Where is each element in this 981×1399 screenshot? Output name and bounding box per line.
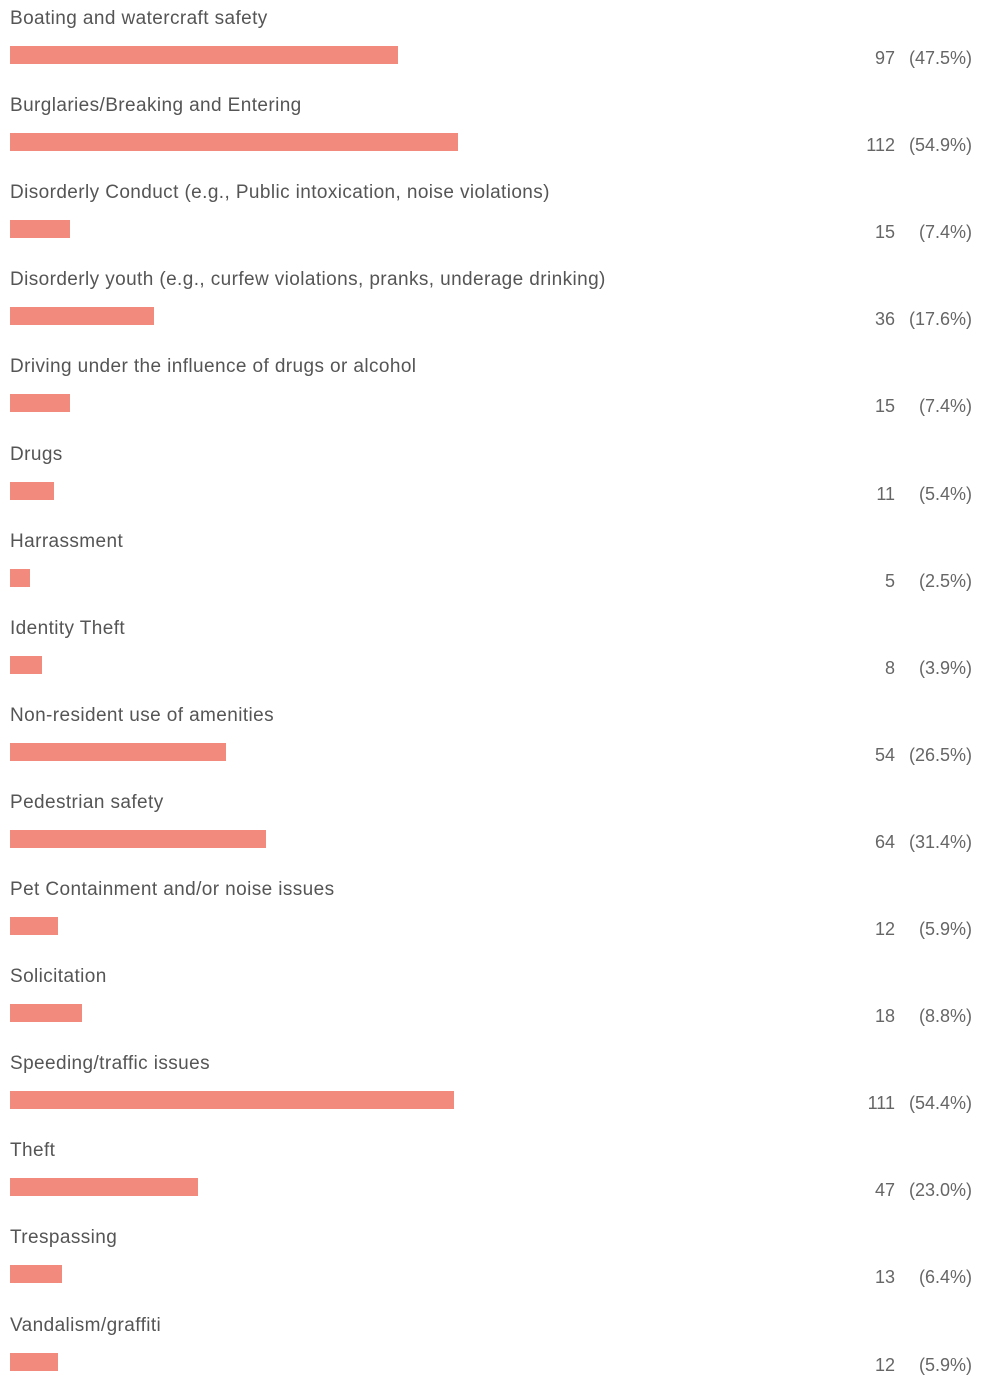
category-label: Identity Theft <box>10 617 126 639</box>
percent-label: (23.0%) <box>908 1180 972 1201</box>
count-label: 97 <box>874 48 895 68</box>
count-label: 8 <box>884 657 895 678</box>
percent-label: (7.4%) <box>918 222 972 243</box>
count-label: 11 <box>876 483 895 504</box>
category-label: Solicitation <box>10 966 107 988</box>
bar <box>10 1091 454 1110</box>
chart-row: Boating and watercraft safety 97 (47.5%) <box>0 5 981 92</box>
bar <box>10 1178 198 1197</box>
bar <box>10 133 458 152</box>
chart-row: Harrassment 5 (2.5%) <box>0 528 981 615</box>
category-label: Disorderly youth (e.g., curfew violation… <box>10 269 606 291</box>
category-label: Speeding/traffic issues <box>10 1053 211 1075</box>
category-label: Pet Containment and/or noise issues <box>10 879 335 900</box>
chart-row: Vandalism/graffiti 12 (5.9%) <box>0 1312 981 1399</box>
bar <box>10 568 30 587</box>
count-label: 12 <box>874 919 895 939</box>
count-label: 47 <box>874 1180 895 1201</box>
bar <box>10 481 54 500</box>
bar <box>10 917 58 935</box>
chart-row: Trespassing 13 (6.4%) <box>0 1224 981 1311</box>
percent-label: (47.5%) <box>908 48 972 68</box>
chart-row: Solicitation 18 (8.8%) <box>0 963 981 1050</box>
category-label: Vandalism/graffiti <box>10 1314 162 1336</box>
chart-row: Pet Containment and/or noise issues 12 (5.… <box>0 876 981 963</box>
percent-label: (54.4%) <box>908 1093 972 1114</box>
horizontal-bar-chart: Boating and watercraft safety 97 (47.5%) Bu… <box>0 5 981 1375</box>
percent-label: (17.6%) <box>908 309 972 330</box>
category-label: Driving under the influence of drugs or … <box>10 356 417 378</box>
category-label: Boating and watercraft safety <box>10 8 268 29</box>
chart-row: Identity Theft 8 (3.9%) <box>0 615 981 702</box>
category-label: Trespassing <box>10 1227 118 1249</box>
chart-row: Pedestrian safety 64 (31.4%) <box>0 789 981 876</box>
percent-label: (7.4%) <box>918 396 972 417</box>
bar <box>10 655 42 674</box>
count-label: 18 <box>874 1006 895 1027</box>
percent-label: (26.5%) <box>908 744 972 765</box>
category-label: Burglaries/Breaking and Entering <box>10 95 302 117</box>
bar <box>10 220 70 239</box>
bar <box>10 1265 62 1284</box>
percent-label: (3.9%) <box>918 657 972 678</box>
chart-row: Drugs 11 (5.4%) <box>0 441 981 528</box>
bar <box>10 1004 82 1023</box>
category-label: Pedestrian safety <box>10 791 164 813</box>
category-label: Non-resident use of amenities <box>10 704 275 726</box>
percent-label: (6.4%) <box>918 1267 972 1288</box>
chart-row: Disorderly Conduct (e.g., Public intoxic… <box>0 179 981 266</box>
count-label: 54 <box>874 744 895 765</box>
bar <box>10 742 226 761</box>
count-label: 112 <box>866 135 895 156</box>
bar <box>10 1352 58 1371</box>
bar <box>10 829 266 848</box>
percent-label: (8.8%) <box>918 1006 972 1027</box>
count-label: 15 <box>874 222 895 243</box>
category-label: Disorderly Conduct (e.g., Public intoxic… <box>10 182 550 204</box>
category-label: Drugs <box>10 443 63 465</box>
count-label: 15 <box>874 396 895 417</box>
chart-row: Driving under the influence of drugs or … <box>0 353 981 440</box>
chart-row: Speeding/traffic issues 111 (54.4%) <box>0 1050 981 1137</box>
category-label: Harrassment <box>10 530 124 552</box>
chart-row: Theft 47 (23.0%) <box>0 1137 981 1224</box>
percent-label: (54.9%) <box>908 135 972 156</box>
count-label: 64 <box>874 831 895 852</box>
percent-label: (5.9%) <box>918 919 972 939</box>
percent-label: (5.9%) <box>918 1354 972 1375</box>
category-label: Theft <box>10 1140 56 1162</box>
count-label: 111 <box>867 1093 895 1114</box>
count-label: 13 <box>874 1267 895 1288</box>
count-label: 5 <box>884 570 895 591</box>
percent-label: (5.4%) <box>918 483 972 504</box>
bar <box>10 394 70 413</box>
percent-label: (31.4%) <box>908 831 972 852</box>
chart-row: Burglaries/Breaking and Entering 112 (54.9… <box>0 92 981 179</box>
bar <box>10 46 398 64</box>
chart-row: Non-resident use of amenities 54 (26.5%) <box>0 702 981 789</box>
count-label: 12 <box>874 1354 895 1375</box>
bar <box>10 307 154 326</box>
count-label: 36 <box>874 309 895 330</box>
chart-row: Disorderly youth (e.g., curfew violation… <box>0 266 981 353</box>
percent-label: (2.5%) <box>918 570 972 591</box>
